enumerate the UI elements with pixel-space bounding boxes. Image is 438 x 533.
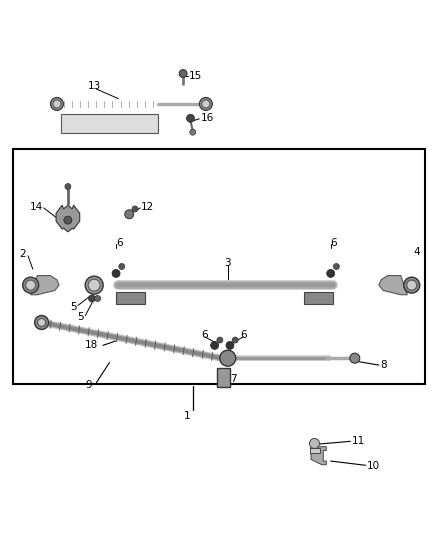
Circle shape bbox=[64, 216, 72, 224]
Circle shape bbox=[350, 353, 360, 363]
Text: 6: 6 bbox=[330, 238, 337, 247]
Circle shape bbox=[327, 269, 335, 278]
Text: 4: 4 bbox=[414, 247, 420, 256]
Bar bbox=[304, 292, 333, 304]
Circle shape bbox=[119, 263, 125, 270]
Circle shape bbox=[50, 98, 64, 110]
Text: 11: 11 bbox=[352, 437, 365, 446]
Circle shape bbox=[65, 183, 71, 190]
Polygon shape bbox=[311, 447, 326, 465]
Circle shape bbox=[26, 280, 35, 290]
Text: 18: 18 bbox=[85, 341, 99, 350]
Text: 5: 5 bbox=[70, 302, 77, 312]
Polygon shape bbox=[56, 205, 80, 232]
Circle shape bbox=[211, 341, 219, 350]
Bar bbox=[217, 368, 230, 387]
Bar bbox=[310, 448, 320, 453]
Text: 3: 3 bbox=[224, 258, 231, 268]
Circle shape bbox=[35, 316, 49, 329]
Circle shape bbox=[407, 280, 417, 290]
Text: 9: 9 bbox=[85, 380, 92, 390]
Bar bbox=[13, 149, 425, 384]
Circle shape bbox=[38, 318, 46, 327]
Circle shape bbox=[53, 100, 61, 108]
Circle shape bbox=[112, 269, 120, 278]
Text: 14: 14 bbox=[30, 202, 43, 212]
Circle shape bbox=[132, 206, 138, 212]
Circle shape bbox=[199, 98, 212, 110]
Text: 8: 8 bbox=[380, 360, 387, 370]
Text: 15: 15 bbox=[189, 71, 202, 80]
Circle shape bbox=[187, 114, 194, 123]
Circle shape bbox=[202, 100, 210, 108]
Circle shape bbox=[220, 350, 236, 366]
Circle shape bbox=[226, 341, 234, 350]
Text: 6: 6 bbox=[201, 330, 208, 340]
Text: 16: 16 bbox=[201, 114, 214, 123]
Circle shape bbox=[217, 337, 223, 343]
Circle shape bbox=[125, 210, 134, 219]
Circle shape bbox=[95, 295, 101, 302]
Circle shape bbox=[88, 295, 95, 302]
Polygon shape bbox=[31, 276, 59, 295]
Text: 13: 13 bbox=[88, 82, 101, 91]
Text: 2: 2 bbox=[19, 249, 25, 259]
Polygon shape bbox=[379, 276, 407, 295]
Text: 1: 1 bbox=[184, 411, 191, 421]
Circle shape bbox=[88, 279, 100, 291]
Text: 10: 10 bbox=[367, 462, 380, 471]
Circle shape bbox=[310, 439, 319, 448]
Circle shape bbox=[23, 277, 39, 293]
Bar bbox=[116, 292, 145, 304]
Circle shape bbox=[190, 129, 196, 135]
Circle shape bbox=[404, 277, 420, 293]
Circle shape bbox=[232, 337, 238, 343]
Text: 12: 12 bbox=[141, 202, 154, 212]
Text: 6: 6 bbox=[240, 330, 247, 340]
Circle shape bbox=[85, 276, 103, 294]
Circle shape bbox=[179, 69, 187, 78]
Bar bbox=[61, 114, 158, 133]
Text: 7: 7 bbox=[230, 375, 237, 384]
Text: 6: 6 bbox=[116, 238, 123, 247]
Text: 5: 5 bbox=[78, 312, 84, 322]
Circle shape bbox=[333, 263, 339, 270]
